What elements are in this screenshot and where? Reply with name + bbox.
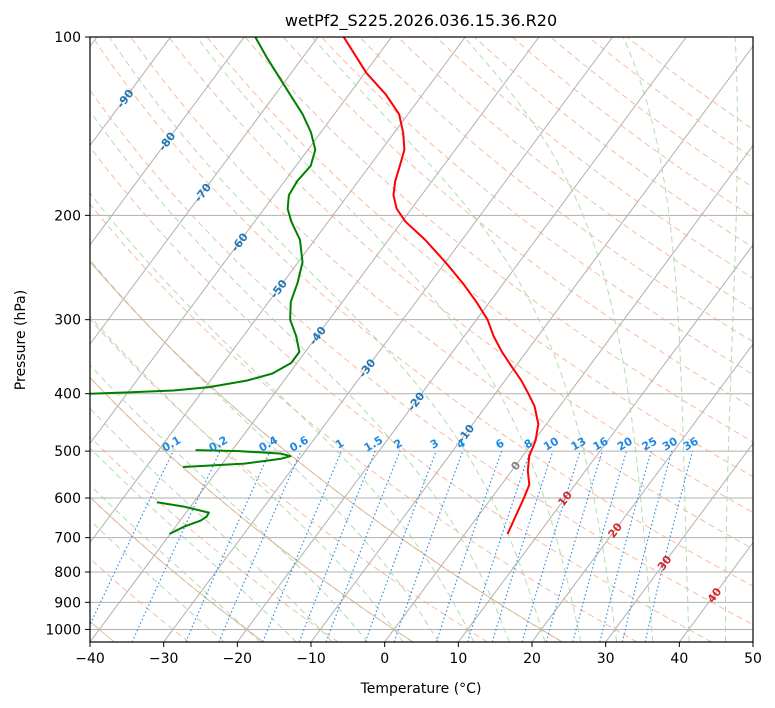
isotherm-line bbox=[90, 37, 392, 445]
x-axis-ticks: −40 −30 −20 −10 0 10 20 30 40 50 bbox=[75, 642, 762, 667]
dewpoint-profile bbox=[182, 449, 292, 469]
chart-title: wetPf2_S225.2026.036.15.36.R20 bbox=[285, 11, 557, 31]
moist-adiabat bbox=[724, 37, 738, 642]
y-tick-label: 400 bbox=[54, 387, 81, 403]
reference-curves bbox=[90, 260, 563, 642]
moist-adiabat bbox=[109, 37, 546, 642]
moist-adiabat bbox=[90, 110, 510, 642]
x-axis-label: Temperature (°C) bbox=[360, 681, 482, 697]
mixing-ratio-line bbox=[466, 450, 531, 642]
mixing-ratio-lines bbox=[90, 450, 694, 642]
moist-adiabat bbox=[90, 259, 439, 642]
y-tick-label: 700 bbox=[54, 531, 81, 547]
mixing-ratio-line bbox=[325, 450, 401, 642]
isotherm-line bbox=[457, 244, 753, 642]
reference-curve bbox=[90, 260, 563, 642]
dry-adiabat bbox=[321, 37, 753, 376]
isotherm-line bbox=[90, 37, 319, 345]
mixing-ratio-line bbox=[521, 450, 581, 642]
y-tick-label: 100 bbox=[54, 30, 81, 46]
isotherm-line bbox=[384, 144, 753, 642]
x-tick-label: 20 bbox=[523, 651, 541, 667]
dewpoint-profile bbox=[156, 501, 210, 535]
mixing-ratio-line bbox=[599, 450, 652, 642]
temperature-profile bbox=[342, 37, 540, 535]
mixing-ratio-line bbox=[545, 450, 603, 642]
x-tick-label: −20 bbox=[223, 651, 253, 667]
isotherm-line bbox=[605, 442, 753, 642]
y-tick-label: 500 bbox=[54, 444, 81, 460]
mixing-ratio-line bbox=[393, 450, 464, 642]
dry-adiabat bbox=[90, 203, 638, 642]
y-tick-label: 600 bbox=[54, 491, 81, 507]
isotherm-line bbox=[90, 37, 540, 642]
moist-adiabat bbox=[622, 37, 690, 642]
y-axis-ticks: 1000 900 800 700 600 500 400 300 200 100 bbox=[45, 30, 90, 638]
dry-adiabat bbox=[90, 89, 753, 626]
isotherm-line bbox=[236, 37, 687, 642]
dry-adiabat bbox=[168, 37, 753, 513]
mixing-ratio-line bbox=[435, 450, 503, 642]
dry-adiabat bbox=[359, 37, 753, 343]
mixing-ratio-line bbox=[491, 450, 554, 642]
isotherm-line bbox=[90, 37, 171, 147]
dry-adiabat bbox=[206, 37, 753, 478]
isotherm-line bbox=[90, 37, 245, 246]
moist-adiabat bbox=[311, 37, 618, 642]
moist-adiabat bbox=[90, 447, 297, 642]
plot-frame bbox=[89, 36, 754, 643]
mixing-ratio-line bbox=[262, 450, 342, 642]
x-tick-label: 10 bbox=[449, 651, 467, 667]
x-tick-label: 0 bbox=[380, 651, 389, 667]
isotherm-line bbox=[163, 37, 613, 642]
x-tick-label: 50 bbox=[744, 651, 762, 667]
y-axis-label: Pressure (hPa) bbox=[13, 290, 29, 390]
y-tick-label: 800 bbox=[54, 565, 81, 581]
x-tick-label: −10 bbox=[296, 651, 326, 667]
dry-adiabat bbox=[130, 37, 753, 550]
reference-curve bbox=[90, 496, 264, 642]
x-tick-label: 30 bbox=[597, 651, 615, 667]
dry-adiabat bbox=[397, 37, 753, 311]
dry-adiabat bbox=[92, 37, 753, 587]
mixing-ratio-line bbox=[298, 450, 376, 642]
mixing-ratio-line bbox=[218, 450, 302, 642]
y-tick-label: 200 bbox=[54, 208, 81, 224]
isotherm-lines bbox=[90, 37, 753, 642]
moist-adiabat bbox=[90, 364, 369, 642]
reference-curve bbox=[90, 376, 414, 642]
moist-adiabat bbox=[90, 484, 261, 642]
y-tick-label: 300 bbox=[54, 313, 81, 329]
mixing-ratio-line bbox=[572, 450, 628, 642]
y-tick-label: 1000 bbox=[45, 622, 81, 638]
dewpoint-profile bbox=[90, 37, 317, 395]
moist-adiabat bbox=[90, 315, 404, 642]
moist-adiabat bbox=[90, 519, 225, 642]
mixing-ratio-line bbox=[644, 450, 694, 642]
isotherm-line bbox=[90, 37, 466, 544]
moist-adiabats bbox=[90, 37, 738, 642]
sounding-profiles bbox=[90, 37, 540, 535]
x-tick-label: −40 bbox=[75, 651, 105, 667]
mixing-ratio-line bbox=[185, 450, 271, 642]
moist-adiabat bbox=[463, 37, 654, 642]
isotherm-line bbox=[310, 45, 753, 642]
dry-adiabat bbox=[90, 146, 712, 642]
x-tick-label: 40 bbox=[670, 651, 688, 667]
mixing-ratio-line bbox=[364, 450, 437, 642]
moist-adiabat bbox=[196, 37, 582, 642]
isotherm-line bbox=[531, 343, 753, 642]
moist-adiabat bbox=[90, 407, 333, 642]
y-tick-label: 900 bbox=[54, 595, 81, 611]
x-tick-label: −30 bbox=[149, 651, 179, 667]
mixing-ratio-line bbox=[621, 450, 673, 642]
